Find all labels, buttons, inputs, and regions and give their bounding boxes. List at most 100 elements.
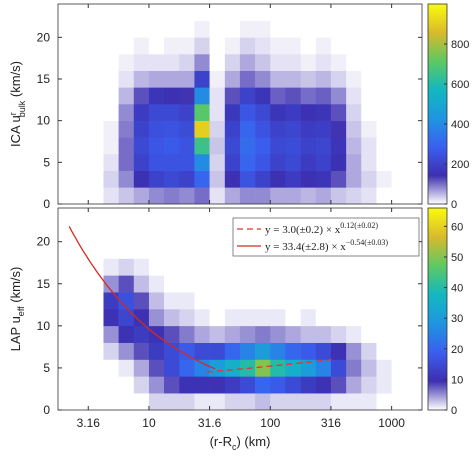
cell bbox=[315, 359, 332, 377]
cell bbox=[58, 187, 74, 204]
cell bbox=[133, 54, 150, 71]
colorbar-tick-label: 0 bbox=[451, 199, 457, 211]
cell bbox=[406, 37, 422, 55]
cell bbox=[346, 187, 362, 204]
x-label: (r-Rc) (km) bbox=[210, 434, 271, 451]
cell bbox=[300, 20, 317, 38]
cell bbox=[163, 208, 180, 226]
cell bbox=[209, 37, 226, 55]
cell bbox=[194, 120, 210, 138]
cell bbox=[406, 104, 422, 121]
cell bbox=[88, 54, 104, 71]
cell bbox=[224, 137, 241, 155]
y-label-part: bulk bbox=[17, 100, 27, 117]
cell bbox=[255, 342, 271, 360]
cell bbox=[73, 120, 89, 138]
cell bbox=[361, 37, 377, 55]
cell bbox=[376, 54, 392, 71]
cell bbox=[163, 359, 180, 377]
y-tick-label: 0 bbox=[43, 403, 50, 417]
cell bbox=[103, 137, 119, 155]
cell bbox=[270, 70, 286, 88]
cell bbox=[73, 292, 89, 310]
cell bbox=[88, 208, 104, 226]
cell bbox=[270, 54, 286, 71]
cell bbox=[209, 20, 226, 38]
cell bbox=[103, 393, 119, 410]
cell bbox=[88, 20, 104, 38]
cell bbox=[224, 120, 241, 138]
x-label-part: ) (km) bbox=[236, 434, 270, 449]
cell bbox=[300, 137, 317, 155]
cell bbox=[103, 120, 119, 138]
cell bbox=[376, 292, 392, 310]
cell bbox=[239, 342, 256, 360]
cell bbox=[163, 104, 180, 121]
cell bbox=[285, 137, 301, 155]
cell bbox=[179, 208, 195, 226]
cell bbox=[209, 137, 226, 155]
cell bbox=[300, 37, 317, 55]
cell bbox=[239, 20, 256, 38]
cell bbox=[209, 54, 226, 71]
cell bbox=[406, 258, 422, 276]
cell bbox=[391, 342, 408, 360]
cell bbox=[194, 258, 210, 276]
cell bbox=[315, 154, 332, 171]
cell bbox=[361, 20, 377, 38]
cell bbox=[88, 120, 104, 138]
y-label-part: LAP u bbox=[8, 316, 23, 351]
cell bbox=[315, 104, 332, 121]
cell bbox=[406, 70, 422, 88]
cell bbox=[285, 325, 301, 343]
cell bbox=[346, 342, 362, 360]
cell bbox=[255, 54, 271, 71]
y-label-part: (km/s) bbox=[8, 267, 23, 307]
cell bbox=[209, 258, 226, 276]
cell bbox=[391, 154, 408, 171]
cell bbox=[361, 393, 377, 410]
cell bbox=[361, 137, 377, 155]
cell bbox=[270, 309, 286, 327]
cell bbox=[406, 376, 422, 394]
x-tick-label: 100 bbox=[260, 416, 280, 430]
cell bbox=[148, 224, 165, 242]
cell bbox=[88, 292, 104, 310]
cell bbox=[133, 208, 150, 226]
cell bbox=[270, 342, 286, 360]
cell bbox=[300, 54, 317, 71]
cell bbox=[73, 37, 89, 55]
cell bbox=[58, 292, 74, 310]
cell bbox=[133, 70, 150, 88]
cell bbox=[270, 137, 286, 155]
cell bbox=[148, 292, 165, 310]
cell bbox=[163, 70, 180, 88]
cell bbox=[361, 70, 377, 88]
x-label-part: c bbox=[232, 442, 237, 451]
cell bbox=[118, 120, 135, 138]
cell bbox=[346, 376, 362, 394]
cell bbox=[406, 4, 422, 21]
cell bbox=[209, 292, 226, 310]
cell bbox=[285, 54, 301, 71]
cell bbox=[133, 309, 150, 327]
cell bbox=[255, 154, 271, 171]
cell bbox=[224, 359, 241, 377]
cell bbox=[391, 292, 408, 310]
cell bbox=[224, 87, 241, 105]
cell bbox=[148, 87, 165, 105]
cell bbox=[163, 241, 180, 259]
cell bbox=[315, 70, 332, 88]
cell bbox=[330, 37, 347, 55]
y-label-part: (km/s) bbox=[8, 61, 23, 101]
cell bbox=[406, 309, 422, 327]
cell bbox=[103, 342, 119, 360]
cell bbox=[179, 275, 195, 293]
cell bbox=[163, 292, 180, 310]
axes-box bbox=[57, 207, 423, 411]
cell bbox=[163, 224, 180, 242]
cell bbox=[376, 258, 392, 276]
cell bbox=[118, 275, 135, 293]
cell bbox=[194, 342, 210, 360]
cell bbox=[194, 187, 210, 204]
